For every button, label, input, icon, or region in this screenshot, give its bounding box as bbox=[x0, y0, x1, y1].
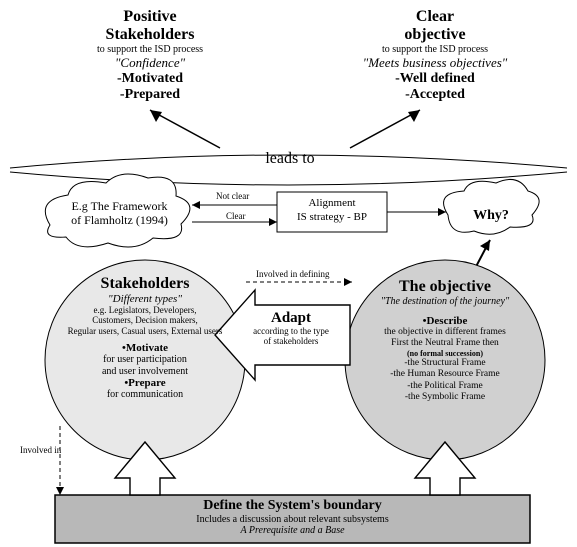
objective-subtitle: "The destination of the journey" bbox=[350, 296, 540, 307]
frame-3: -the Political Frame bbox=[350, 381, 540, 392]
frame-2: -the Human Resource Frame bbox=[350, 369, 540, 380]
bottom-box-text: Define the System's boundary Includes a … bbox=[55, 498, 530, 536]
top-right-block: Clear objective to support the ISD proce… bbox=[320, 8, 550, 103]
objective-title: The objective bbox=[350, 278, 540, 296]
positive-quote: "Confidence" bbox=[50, 55, 250, 71]
positive-sub: to support the ISD process bbox=[50, 44, 250, 55]
alignment-line1: Alignment bbox=[277, 196, 387, 210]
prepare-h: •Prepare bbox=[50, 377, 240, 389]
adapt-title: Adapt bbox=[232, 310, 350, 327]
leads-to-label: leads to bbox=[240, 150, 340, 168]
positive-b2: -Prepared bbox=[50, 87, 250, 103]
clear-b1: -Well defined bbox=[320, 71, 550, 87]
top-left-block: Positive Stakeholders to support the ISD… bbox=[50, 8, 250, 103]
adapt-sub: according to the type of stakeholders bbox=[232, 327, 350, 347]
frame-1: -the Structural Frame bbox=[350, 358, 540, 369]
edge-not-clear-label: Not clear bbox=[216, 191, 249, 201]
alignment-line2: IS strategy - BP bbox=[277, 210, 387, 224]
describe-t: the objective in different frames First … bbox=[350, 327, 540, 349]
describe-h: •Describe bbox=[350, 315, 540, 327]
involved-defining-label: Involved in defining bbox=[256, 269, 330, 279]
why-cloud bbox=[444, 179, 540, 234]
bottom-sub2: A Prerequisite and a Base bbox=[55, 525, 530, 536]
alignment-box-text: Alignment IS strategy - BP bbox=[277, 196, 387, 225]
positive-h2: Stakeholders bbox=[50, 26, 250, 44]
frame-4: -the Symbolic Frame bbox=[350, 392, 540, 403]
adapt-text: Adapt according to the type of stakehold… bbox=[232, 310, 350, 347]
positive-b1: -Motivated bbox=[50, 71, 250, 87]
framework-line2: of Flamholtz (1994) bbox=[52, 214, 187, 228]
edge-clear-label: Clear bbox=[226, 211, 246, 221]
stakeholders-text: Stakeholders "Different types" e.g. Legi… bbox=[50, 275, 240, 400]
no-formal: (no formal succession) bbox=[350, 349, 540, 358]
stakeholders-eg: e.g. Legislators, Developers, Customers,… bbox=[50, 305, 240, 336]
involved-in-label: Involved in bbox=[20, 445, 61, 455]
objective-text: The objective "The destination of the jo… bbox=[350, 278, 540, 403]
motivate-h: •Motivate bbox=[50, 342, 240, 354]
clear-sub: to support the ISD process bbox=[320, 44, 550, 55]
why-cloud-text: Why? bbox=[456, 208, 526, 224]
clear-quote: "Meets business objectives" bbox=[320, 55, 550, 71]
clear-b2: -Accepted bbox=[320, 87, 550, 103]
positive-h1: Positive bbox=[50, 8, 250, 26]
framework-cloud-text: E.g The Framework of Flamholtz (1994) bbox=[52, 200, 187, 228]
motivate-t: for user participation and user involvem… bbox=[50, 354, 240, 377]
bottom-title: Define the System's boundary bbox=[55, 498, 530, 514]
stakeholders-title: Stakeholders bbox=[50, 275, 240, 293]
framework-line1: E.g The Framework bbox=[52, 200, 187, 214]
stakeholders-subtitle: "Different types" bbox=[50, 293, 240, 305]
prepare-t: for communication bbox=[50, 389, 240, 400]
clear-h1: Clear bbox=[320, 8, 550, 26]
bottom-sub1: Includes a discussion about relevant sub… bbox=[196, 514, 388, 525]
clear-h2: objective bbox=[320, 26, 550, 44]
